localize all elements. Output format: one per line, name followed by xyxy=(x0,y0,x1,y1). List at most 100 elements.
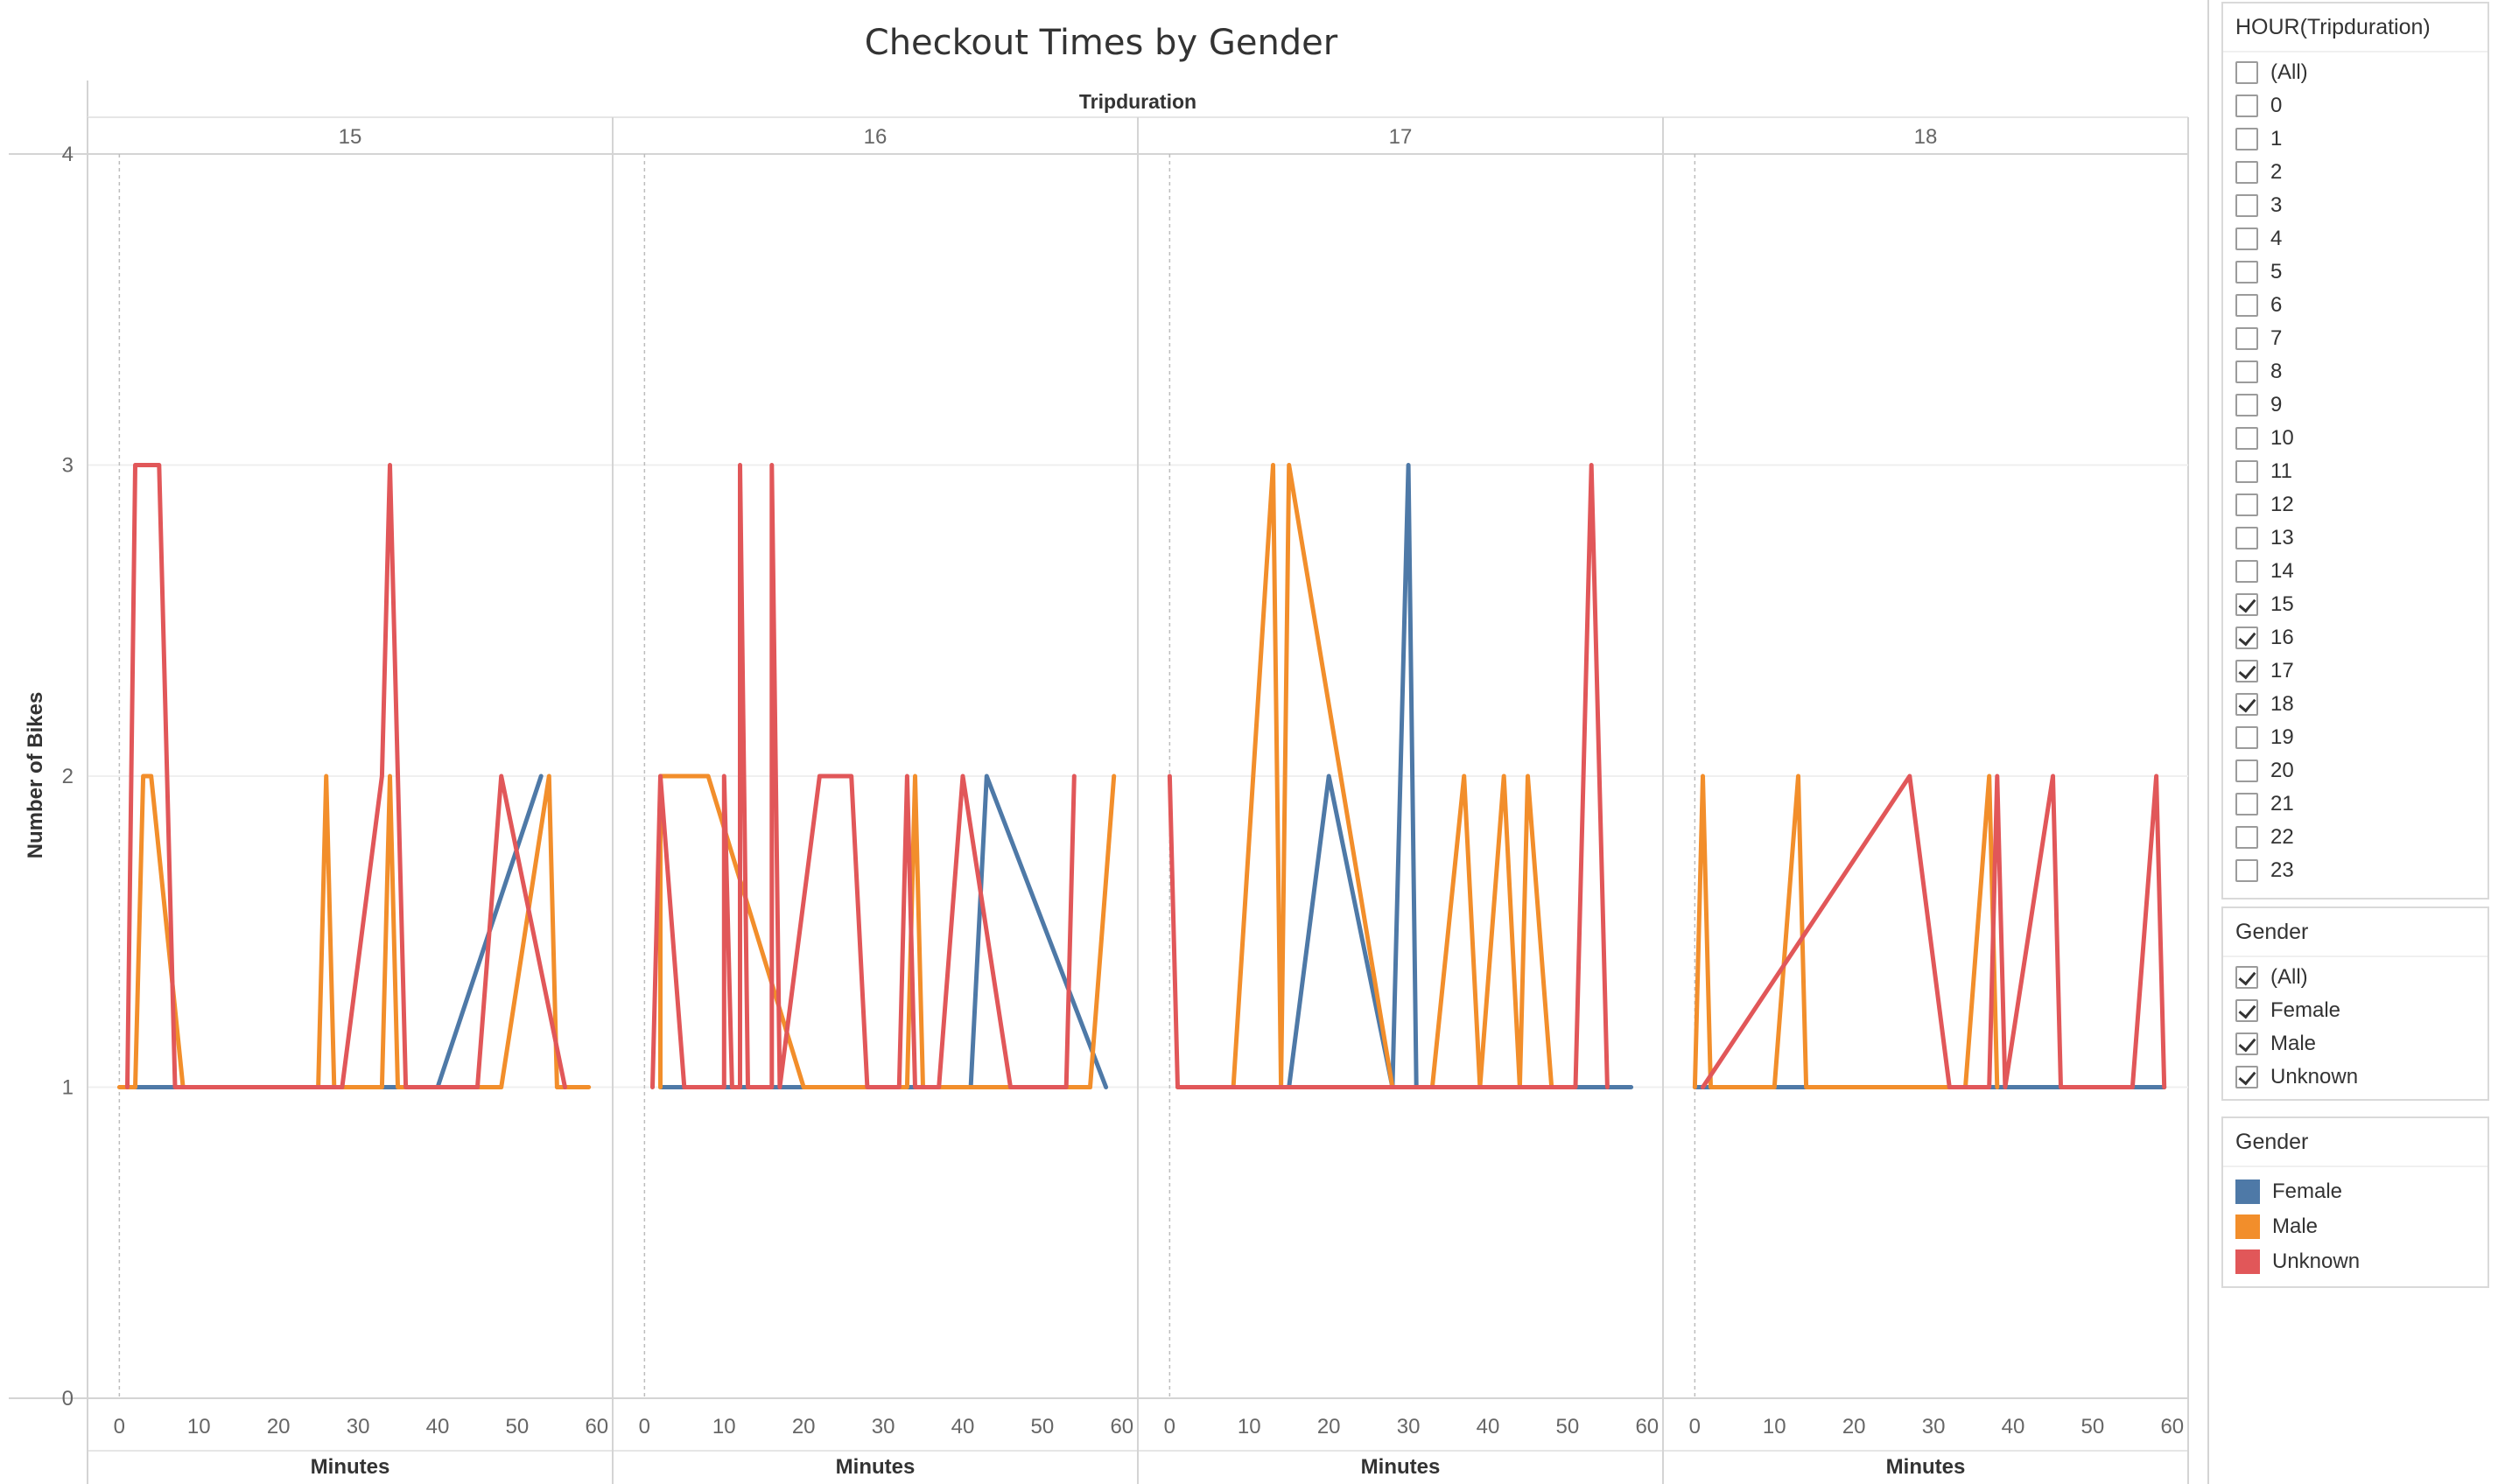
gender-checkbox[interactable] xyxy=(2235,1032,2258,1055)
hour-checkbox[interactable] xyxy=(2235,693,2258,716)
x-tick-label: 30 xyxy=(1922,1415,1946,1438)
hour-option-22[interactable]: 22 xyxy=(2223,821,2487,854)
series-line-male-15 xyxy=(116,774,592,1089)
hour-option-label: 17 xyxy=(2270,659,2294,682)
hour-checkbox[interactable] xyxy=(2235,427,2258,450)
hour-option-23[interactable]: 23 xyxy=(2223,854,2487,887)
legend-label: Male xyxy=(2272,1214,2319,1238)
legend-item-female[interactable]: Female xyxy=(2223,1174,2487,1209)
x-tick-label: 60 xyxy=(1110,1415,1133,1438)
hour-option-9[interactable]: 9 xyxy=(2223,388,2487,422)
hour-option-label: 5 xyxy=(2270,260,2283,284)
hour-checkbox[interactable] xyxy=(2235,294,2258,317)
x-tick-label: 0 xyxy=(1164,1415,1175,1438)
hour-option-12[interactable]: 12 xyxy=(2223,488,2487,522)
hour-option-8[interactable]: 8 xyxy=(2223,355,2487,388)
hour-option-label: 18 xyxy=(2270,692,2294,716)
hour-checkbox[interactable] xyxy=(2235,626,2258,649)
hour-checkbox[interactable] xyxy=(2235,726,2258,749)
hour-checkbox[interactable] xyxy=(2235,494,2258,516)
hour-checkbox[interactable] xyxy=(2235,527,2258,550)
x-tick-label: 10 xyxy=(1763,1415,1786,1438)
gender-option-label: Female xyxy=(2270,998,2341,1022)
hour-option-all[interactable]: (All) xyxy=(2223,56,2487,89)
hour-option-2[interactable]: 2 xyxy=(2223,156,2487,189)
gender-checkbox[interactable] xyxy=(2235,1066,2258,1088)
x-tick-label: 0 xyxy=(1689,1415,1701,1438)
x-tick-label: 30 xyxy=(1397,1415,1421,1438)
hour-option-17[interactable]: 17 xyxy=(2223,654,2487,688)
legend-item-unknown[interactable]: Unknown xyxy=(2223,1244,2487,1279)
legend-label: Female xyxy=(2272,1180,2343,1203)
panel-header: 16 xyxy=(864,125,888,149)
x-tick-label: 40 xyxy=(951,1415,975,1438)
hour-checkbox[interactable] xyxy=(2235,826,2258,849)
hour-option-label: 10 xyxy=(2270,426,2294,450)
hour-option-15[interactable]: 15 xyxy=(2223,588,2487,621)
hour-option-7[interactable]: 7 xyxy=(2223,322,2487,355)
hour-option-0[interactable]: 0 xyxy=(2223,89,2487,122)
gender-option-all[interactable]: (All) xyxy=(2223,961,2487,994)
hour-checkbox[interactable] xyxy=(2235,194,2258,217)
hour-checkbox[interactable] xyxy=(2235,394,2258,416)
sidebar-divider xyxy=(2207,0,2209,1484)
hour-checkbox[interactable] xyxy=(2235,261,2258,284)
hour-option-3[interactable]: 3 xyxy=(2223,189,2487,222)
hour-checkbox[interactable] xyxy=(2235,859,2258,882)
x-tick-label: 10 xyxy=(712,1415,736,1438)
hour-checkbox[interactable] xyxy=(2235,61,2258,84)
gender-checkbox[interactable] xyxy=(2235,966,2258,989)
hour-checkbox[interactable] xyxy=(2235,560,2258,583)
hour-option-20[interactable]: 20 xyxy=(2223,754,2487,788)
y-tick-label: 0 xyxy=(62,1387,74,1410)
hour-checkbox[interactable] xyxy=(2235,793,2258,816)
hour-checkbox[interactable] xyxy=(2235,593,2258,616)
hour-option-11[interactable]: 11 xyxy=(2223,455,2487,488)
legend-title: Gender xyxy=(2223,1118,2487,1167)
hour-option-1[interactable]: 1 xyxy=(2223,122,2487,156)
legend-item-male[interactable]: Male xyxy=(2223,1209,2487,1244)
hour-option-13[interactable]: 13 xyxy=(2223,522,2487,555)
gender-checkbox[interactable] xyxy=(2235,999,2258,1022)
legend-swatch xyxy=(2235,1180,2260,1204)
hour-option-label: 22 xyxy=(2270,825,2294,849)
hour-option-label: (All) xyxy=(2270,60,2308,84)
gender-option-unknown[interactable]: Unknown xyxy=(2223,1060,2487,1094)
panel-header: 15 xyxy=(339,125,362,149)
legend-swatch xyxy=(2235,1250,2260,1274)
hour-option-14[interactable]: 14 xyxy=(2223,555,2487,588)
x-axis-title: Minutes xyxy=(311,1455,390,1479)
hour-option-16[interactable]: 16 xyxy=(2223,621,2487,654)
hour-option-6[interactable]: 6 xyxy=(2223,289,2487,322)
hour-checkbox[interactable] xyxy=(2235,327,2258,350)
gender-option-female[interactable]: Female xyxy=(2223,994,2487,1027)
x-tick-label: 30 xyxy=(347,1415,370,1438)
y-axis-title: Number of Bikes xyxy=(24,692,47,859)
panel-header: 17 xyxy=(1389,125,1413,149)
x-tick-label: 40 xyxy=(426,1415,450,1438)
hour-option-18[interactable]: 18 xyxy=(2223,688,2487,721)
hour-checkbox[interactable] xyxy=(2235,94,2258,117)
hour-option-label: 8 xyxy=(2270,360,2283,383)
hour-option-label: 23 xyxy=(2270,858,2294,882)
hour-option-10[interactable]: 10 xyxy=(2223,422,2487,455)
hour-option-21[interactable]: 21 xyxy=(2223,788,2487,821)
hour-checkbox[interactable] xyxy=(2235,660,2258,682)
gender-option-male[interactable]: Male xyxy=(2223,1027,2487,1060)
hour-checkbox[interactable] xyxy=(2235,161,2258,184)
hour-checkbox[interactable] xyxy=(2235,760,2258,782)
hour-option-label: 6 xyxy=(2270,293,2283,317)
series-line-unknown-16 xyxy=(650,463,1077,1089)
hour-option-5[interactable]: 5 xyxy=(2223,256,2487,289)
hour-checkbox[interactable] xyxy=(2235,228,2258,250)
hour-checkbox[interactable] xyxy=(2235,128,2258,150)
column-header: Tripduration xyxy=(1079,90,1196,113)
series-line-unknown-15 xyxy=(125,463,567,1089)
hour-option-19[interactable]: 19 xyxy=(2223,721,2487,754)
x-tick-label: 10 xyxy=(1238,1415,1261,1438)
hour-checkbox[interactable] xyxy=(2235,460,2258,483)
hour-option-4[interactable]: 4 xyxy=(2223,222,2487,256)
hour-checkbox[interactable] xyxy=(2235,360,2258,383)
gender-option-label: Unknown xyxy=(2270,1065,2359,1088)
x-tick-label: 20 xyxy=(1317,1415,1341,1438)
